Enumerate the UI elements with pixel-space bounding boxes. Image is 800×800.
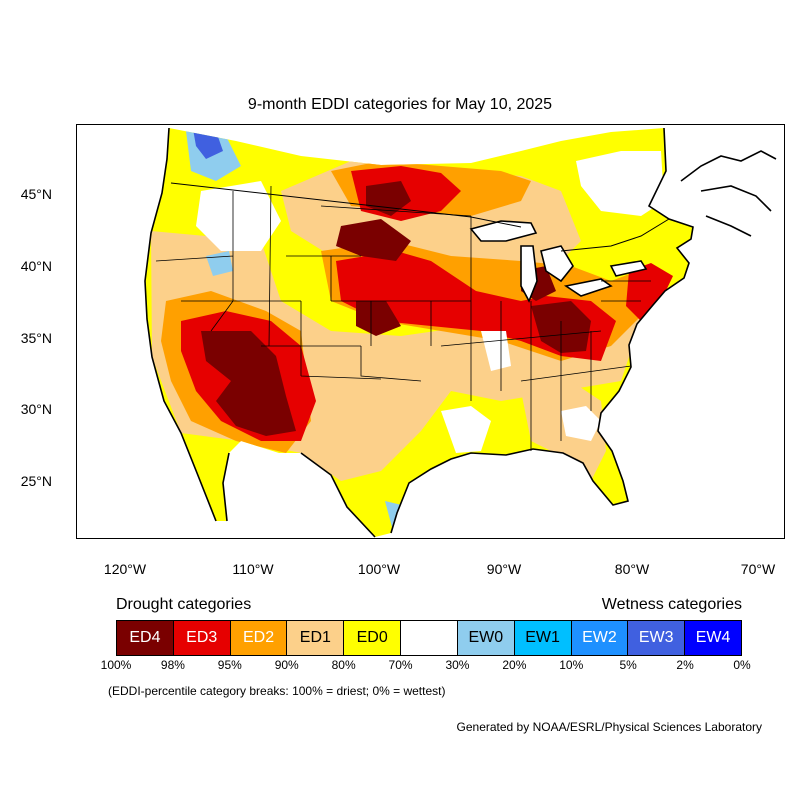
land-fill <box>145 128 693 537</box>
state-borders <box>155 185 651 451</box>
legend-break-label: 90% <box>274 658 299 672</box>
latitude-label: 40°N <box>20 258 52 274</box>
longitude-label: 120°W <box>103 561 147 577</box>
legend-swatch-ew1: EW1 <box>514 621 572 655</box>
legend-swatch-ed2: ED2 <box>230 621 288 655</box>
drought-ed3-area-northeast <box>626 263 673 321</box>
legend-swatch-ed3: ED3 <box>173 621 231 655</box>
legend-break-label: 70% <box>388 658 413 672</box>
longitude-label: 70°W <box>740 561 776 577</box>
legend-break-label: 98% <box>160 658 185 672</box>
neutral-area-central <box>481 331 511 371</box>
legend-swatch-neutral <box>401 621 458 655</box>
legend-break-label: 2% <box>676 658 694 672</box>
legend-break-label: 20% <box>502 658 527 672</box>
legend-swatch-ed1: ED1 <box>287 621 345 655</box>
credit-line: Generated by NOAA/ESRL/Physical Sciences… <box>456 720 762 734</box>
latitude-label: 25°N <box>20 473 52 489</box>
latitude-label: 30°N <box>20 401 52 417</box>
longitude-label: 90°W <box>486 561 522 577</box>
neutral-area-south <box>441 406 491 453</box>
legend-break-label: 100% <box>100 658 132 672</box>
coastline <box>144 127 694 538</box>
latitude-label: 35°N <box>20 330 52 346</box>
legend-swatch-ed4: ED4 <box>117 621 174 655</box>
wetness-ew1-area-northeast <box>669 186 693 216</box>
legend-swatch-ew3: EW3 <box>628 621 686 655</box>
drought-ed4-area-plains <box>336 219 411 261</box>
longitude-label: 100°W <box>357 561 401 577</box>
longitude-label: 80°W <box>614 561 650 577</box>
legend-swatch-ew4: EW4 <box>685 621 741 655</box>
legend-break-label: 80% <box>331 658 356 672</box>
canada-coastline <box>680 150 777 237</box>
legend-break-label: 5% <box>619 658 637 672</box>
drought-ed4-area-west <box>356 301 401 336</box>
legend-break-label: 0% <box>733 658 751 672</box>
category-legend-bar: ED4 ED3 ED2 ED1 ED0 EW0 EW1 EW2 EW3 EW4 <box>116 620 742 656</box>
map-title: 9-month EDDI categories for May 10, 2025 <box>247 96 553 113</box>
wetness-categories-heading: Wetness categories <box>601 596 742 613</box>
legend-swatch-ew2: EW2 <box>571 621 629 655</box>
neutral-area-southeast <box>561 406 601 441</box>
longitude-label: 110°W <box>232 561 274 577</box>
neutral-area-northwest <box>196 181 281 251</box>
drought-categories-heading: Drought categories <box>116 596 252 613</box>
category-breaks-note: (EDDI-percentile category breaks: 100% =… <box>108 684 446 698</box>
neutral-area-northeast <box>576 151 664 216</box>
eddi-map <box>144 127 777 538</box>
legend-break-label: 30% <box>445 658 470 672</box>
legend-break-label: 10% <box>559 658 584 672</box>
legend-swatch-ew0: EW0 <box>457 621 515 655</box>
legend-swatch-ed0: ED0 <box>344 621 402 655</box>
drought-ed4-area-north <box>366 181 411 216</box>
legend-break-label: 95% <box>217 658 242 672</box>
drought-ed4-area-southwest <box>201 331 296 436</box>
latitude-label: 45°N <box>20 186 52 202</box>
drought-ed1-area-southeast <box>521 381 606 481</box>
map-frame <box>76 124 785 539</box>
